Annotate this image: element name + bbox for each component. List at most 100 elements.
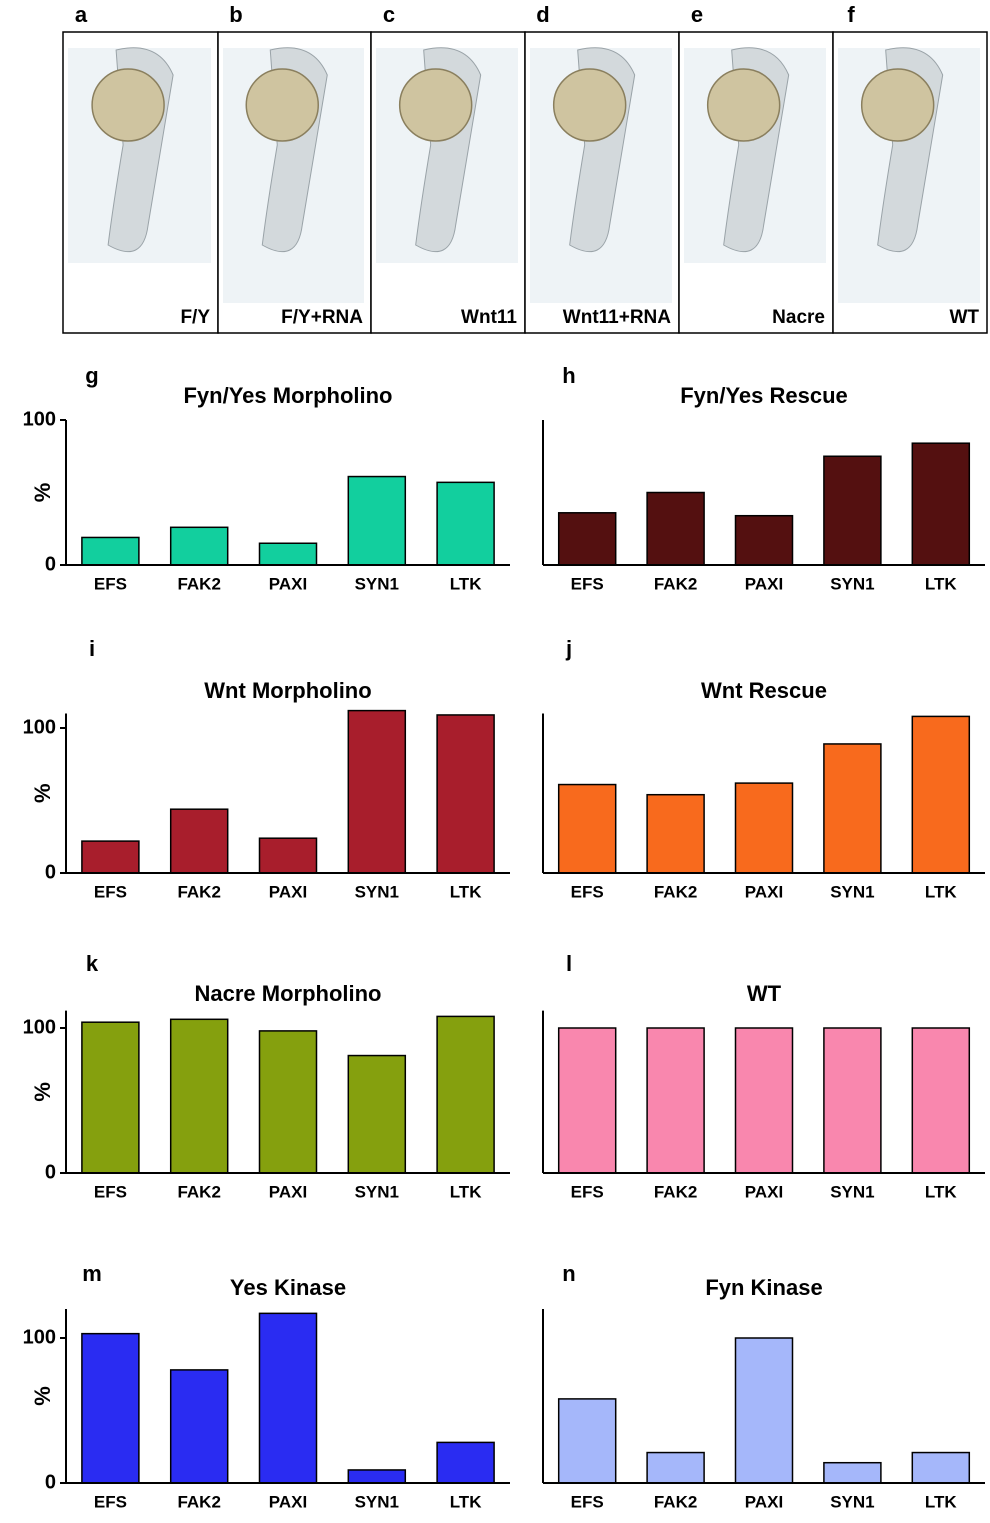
y-axis-label: % — [30, 1082, 55, 1102]
x-tick-label: PAXI — [269, 1182, 307, 1201]
x-tick-label: PAXI — [745, 574, 783, 593]
bar — [81, 536, 140, 566]
bar — [646, 793, 705, 874]
bar — [258, 542, 318, 566]
bar — [347, 475, 407, 566]
embryo-yolk — [860, 68, 935, 142]
x-tick-label: PAXI — [745, 1492, 783, 1511]
panel-label: Nacre — [772, 307, 825, 328]
bar — [169, 1018, 229, 1174]
panel-letter: h — [562, 363, 575, 388]
x-tick-label: LTK — [925, 574, 958, 593]
bar — [169, 808, 229, 874]
panel-letter: l — [566, 951, 572, 976]
embryo-yolk — [245, 68, 320, 142]
x-tick-label: LTK — [925, 1182, 958, 1201]
panel-letter: e — [691, 2, 703, 27]
x-tick-label: EFS — [94, 574, 127, 593]
x-tick-label: SYN1 — [355, 1182, 399, 1201]
chart-title: WT — [747, 981, 782, 1006]
y-tick-label: 0 — [45, 553, 56, 575]
bar — [823, 743, 882, 874]
x-tick-label: FAK2 — [654, 1492, 697, 1511]
bar — [81, 1332, 140, 1484]
x-tick-label: PAXI — [745, 882, 783, 901]
panel-label: F/Y+RNA — [281, 307, 363, 328]
chart-title: Fyn/Yes Morpholino — [183, 383, 392, 408]
bar — [347, 709, 407, 874]
x-tick-label: PAXI — [745, 1182, 783, 1201]
bar — [823, 1027, 882, 1174]
panel-letter: m — [82, 1261, 102, 1286]
panel-letter: c — [383, 2, 395, 27]
bar — [436, 1441, 495, 1484]
y-axis-label: % — [30, 1386, 55, 1406]
y-tick-label: 100 — [23, 716, 56, 738]
y-tick-label: 100 — [23, 408, 56, 430]
bar — [347, 1054, 407, 1174]
x-tick-label: FAK2 — [654, 1182, 697, 1201]
bar — [169, 1369, 229, 1484]
embryo-yolk — [706, 68, 781, 142]
y-tick-label: 0 — [45, 1471, 56, 1493]
embryo-yolk — [398, 68, 473, 142]
bar — [557, 1398, 617, 1484]
bar — [258, 1312, 318, 1484]
panel-label: Wnt11 — [461, 307, 517, 328]
bar — [347, 1469, 407, 1484]
x-tick-label: EFS — [571, 1182, 604, 1201]
bar — [557, 1027, 617, 1174]
bar — [911, 715, 971, 874]
bar — [734, 514, 794, 566]
panel-letter: b — [229, 2, 242, 27]
chart-title: Wnt Morpholino — [204, 678, 371, 703]
bar — [646, 1451, 705, 1484]
bar — [911, 1451, 971, 1484]
x-tick-label: SYN1 — [830, 882, 874, 901]
y-tick-label: 100 — [23, 1016, 56, 1038]
x-tick-label: EFS — [94, 1182, 127, 1201]
chart-title: Fyn Kinase — [705, 1275, 822, 1300]
y-tick-label: 0 — [45, 1161, 56, 1183]
bar — [81, 840, 140, 874]
bar — [911, 1027, 971, 1174]
x-tick-label: FAK2 — [177, 1182, 220, 1201]
x-tick-label: PAXI — [269, 574, 307, 593]
bar — [734, 1027, 794, 1174]
bar — [436, 481, 495, 566]
x-tick-label: LTK — [450, 574, 483, 593]
bar — [823, 455, 882, 566]
x-tick-label: SYN1 — [830, 574, 874, 593]
x-tick-label: LTK — [450, 1182, 483, 1201]
bar — [734, 1337, 794, 1484]
x-tick-label: EFS — [571, 574, 604, 593]
panel-letter: k — [86, 951, 99, 976]
x-tick-label: SYN1 — [355, 574, 399, 593]
chart-title: Nacre Morpholino — [194, 981, 381, 1006]
x-tick-label: LTK — [925, 882, 958, 901]
x-tick-label: FAK2 — [654, 882, 697, 901]
x-tick-label: EFS — [94, 1492, 127, 1511]
bar — [734, 782, 794, 874]
x-tick-label: SYN1 — [355, 882, 399, 901]
chart-title: Fyn/Yes Rescue — [680, 383, 848, 408]
embryo-yolk — [552, 68, 627, 142]
bar — [258, 837, 318, 874]
panel-label: WT — [949, 307, 979, 328]
x-tick-label: SYN1 — [355, 1492, 399, 1511]
bar — [911, 442, 971, 566]
panel-label: Wnt11+RNA — [563, 307, 671, 328]
bar — [823, 1461, 882, 1484]
y-axis-label: % — [30, 783, 55, 803]
x-tick-label: EFS — [571, 1492, 604, 1511]
bar — [258, 1030, 318, 1174]
x-tick-label: LTK — [925, 1492, 958, 1511]
x-tick-label: FAK2 — [177, 1492, 220, 1511]
x-tick-label: FAK2 — [177, 882, 220, 901]
panel-letter: f — [847, 2, 855, 27]
bar — [436, 714, 495, 874]
bar — [81, 1021, 140, 1174]
bar — [557, 783, 617, 874]
bar — [646, 491, 705, 566]
